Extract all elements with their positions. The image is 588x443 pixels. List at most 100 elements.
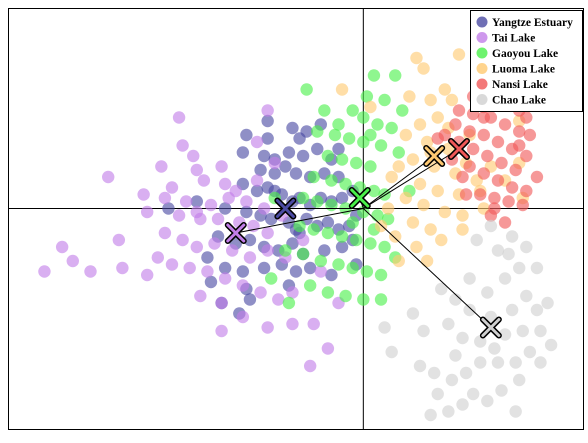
point-tai-lake bbox=[151, 251, 165, 264]
point-yangtze-estuary bbox=[332, 142, 345, 156]
point-tai-lake bbox=[286, 317, 299, 331]
point-gaoyou-lake bbox=[314, 254, 328, 268]
point-chao-lake bbox=[509, 356, 522, 369]
point-chao-lake bbox=[481, 286, 494, 299]
legend-label-tai-lake: Tai Lake bbox=[492, 33, 535, 45]
point-yangtze-estuary bbox=[243, 233, 257, 247]
point-gaoyou-lake bbox=[293, 219, 306, 233]
point-chao-lake bbox=[385, 345, 398, 359]
point-yangtze-estuary bbox=[236, 146, 250, 159]
point-nansi-lake bbox=[481, 149, 494, 163]
point-tai-lake bbox=[66, 254, 79, 268]
point-nansi-lake bbox=[463, 160, 476, 173]
point-chao-lake bbox=[431, 387, 444, 401]
point-yangtze-estuary bbox=[296, 149, 310, 163]
point-chao-lake bbox=[523, 345, 537, 359]
legend-swatch-gaoyou-lake bbox=[476, 47, 488, 59]
point-nansi-lake bbox=[498, 118, 512, 131]
centroid-fill-yangtze-estuary bbox=[275, 199, 295, 218]
point-gaoyou-lake bbox=[396, 104, 409, 117]
point-tai-lake bbox=[272, 293, 285, 306]
point-chao-lake bbox=[449, 293, 462, 306]
point-tai-lake bbox=[172, 209, 186, 222]
point-chao-lake bbox=[541, 296, 554, 310]
point-tai-lake bbox=[179, 195, 193, 208]
point-gaoyou-lake bbox=[374, 293, 388, 306]
point-yangtze-estuary bbox=[261, 114, 274, 128]
point-gaoyou-lake bbox=[303, 279, 317, 292]
point-tai-lake bbox=[140, 268, 154, 282]
point-gaoyou-lake bbox=[371, 209, 384, 222]
point-gaoyou-lake bbox=[364, 160, 377, 173]
point-chao-lake bbox=[513, 373, 526, 387]
point-gaoyou-lake bbox=[392, 146, 405, 159]
point-gaoyou-lake bbox=[339, 289, 352, 303]
point-yangtze-estuary bbox=[335, 191, 349, 205]
legend-swatch-tai-lake bbox=[476, 32, 488, 43]
point-chao-lake bbox=[481, 394, 494, 408]
point-nansi-lake bbox=[523, 128, 537, 142]
point-luoma-lake bbox=[420, 135, 434, 149]
point-nansi-lake bbox=[459, 188, 473, 201]
point-yangtze-estuary bbox=[300, 125, 313, 138]
point-tai-lake bbox=[218, 272, 232, 285]
point-tai-lake bbox=[38, 265, 51, 278]
point-nansi-lake bbox=[502, 195, 515, 208]
point-chao-lake bbox=[413, 359, 427, 373]
point-chao-lake bbox=[406, 307, 420, 320]
centroid-nansi-lake bbox=[447, 138, 470, 160]
point-tai-lake bbox=[261, 104, 274, 117]
point-chao-lake bbox=[449, 349, 462, 362]
point-chao-lake bbox=[502, 247, 515, 261]
point-tai-lake bbox=[236, 310, 250, 324]
point-tai-lake bbox=[197, 174, 211, 187]
legend-swatch-luoma-lake bbox=[476, 63, 488, 74]
point-tai-lake bbox=[55, 240, 69, 254]
point-chao-lake bbox=[456, 331, 469, 345]
point-tai-lake bbox=[261, 226, 274, 240]
point-gaoyou-lake bbox=[335, 230, 349, 243]
point-gaoyou-lake bbox=[371, 118, 384, 131]
point-chao-lake bbox=[470, 233, 483, 247]
centroid-connectors bbox=[235, 148, 492, 328]
point-nansi-lake bbox=[509, 163, 522, 177]
point-luoma-lake bbox=[413, 177, 427, 191]
point-tai-lake bbox=[314, 265, 328, 278]
point-tai-lake bbox=[137, 188, 150, 201]
point-tai-lake bbox=[187, 149, 200, 163]
legend-label-yangtze-estuary: Yangtze Estuary bbox=[492, 17, 573, 29]
point-luoma-lake bbox=[431, 184, 444, 198]
point-nansi-lake bbox=[491, 174, 505, 187]
point-nansi-lake bbox=[516, 198, 529, 212]
point-tai-lake bbox=[194, 212, 207, 226]
point-chao-lake bbox=[530, 261, 544, 275]
point-nansi-lake bbox=[474, 188, 487, 201]
point-chao-lake bbox=[459, 366, 473, 380]
centroid-fill-gaoyou-lake bbox=[350, 188, 370, 208]
centroid-fill-nansi-lake bbox=[449, 139, 469, 159]
point-nansi-lake bbox=[449, 118, 462, 131]
point-chao-lake bbox=[427, 366, 441, 380]
point-gaoyou-lake bbox=[350, 233, 363, 247]
point-gaoyou-lake bbox=[325, 174, 338, 187]
point-nansi-lake bbox=[452, 104, 466, 117]
point-nansi-lake bbox=[520, 149, 533, 163]
point-chao-lake bbox=[417, 324, 430, 338]
point-yangtze-estuary bbox=[236, 265, 250, 278]
point-gaoyou-lake bbox=[311, 125, 324, 138]
point-tai-lake bbox=[236, 279, 250, 292]
point-luoma-lake bbox=[456, 223, 469, 236]
point-yangtze-estuary bbox=[240, 128, 253, 142]
point-luoma-lake bbox=[374, 219, 388, 233]
connector-tai-lake bbox=[235, 208, 364, 234]
point-chao-lake bbox=[484, 219, 498, 233]
point-luoma-lake bbox=[442, 142, 455, 156]
point-gaoyou-lake bbox=[318, 104, 331, 117]
point-luoma-lake bbox=[427, 160, 441, 173]
point-nansi-lake bbox=[530, 170, 544, 184]
centroid-fill-tai-lake bbox=[226, 223, 246, 243]
point-tai-lake bbox=[286, 286, 299, 299]
point-yangtze-estuary bbox=[218, 202, 232, 215]
point-tai-lake bbox=[84, 265, 97, 278]
point-luoma-lake bbox=[431, 111, 444, 124]
